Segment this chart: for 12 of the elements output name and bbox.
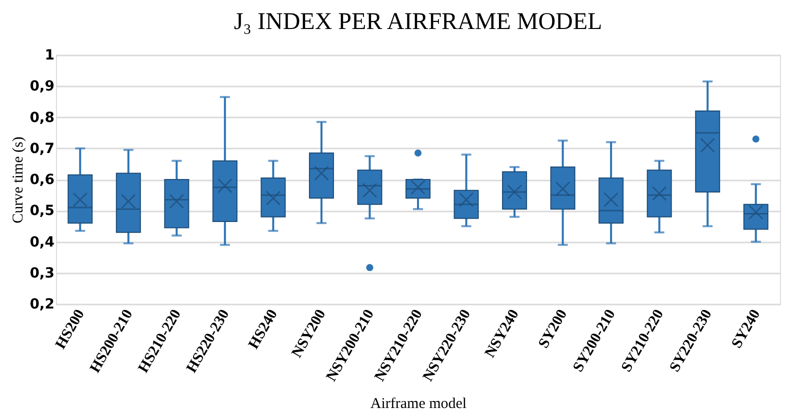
y-tick-label: 0,6 bbox=[30, 172, 54, 188]
y-tick-label: 0,5 bbox=[30, 203, 54, 220]
x-axis-title: Airframe model bbox=[370, 396, 467, 412]
y-tick-label: 0,3 bbox=[30, 265, 54, 282]
y-tick-label: 0,8 bbox=[30, 110, 54, 126]
y-axis-title: Curve time (s) bbox=[10, 136, 27, 224]
y-tick-label: 1 bbox=[44, 48, 54, 64]
y-tick-label: 0,9 bbox=[30, 78, 54, 95]
chart-title: J₃ INDEX PER AIRFRAME MODEL bbox=[234, 9, 602, 35]
y-tick-label: 0,7 bbox=[30, 140, 54, 157]
y-tick-label: 0,4 bbox=[30, 234, 55, 250]
y-tick-label: 0,2 bbox=[30, 296, 54, 312]
